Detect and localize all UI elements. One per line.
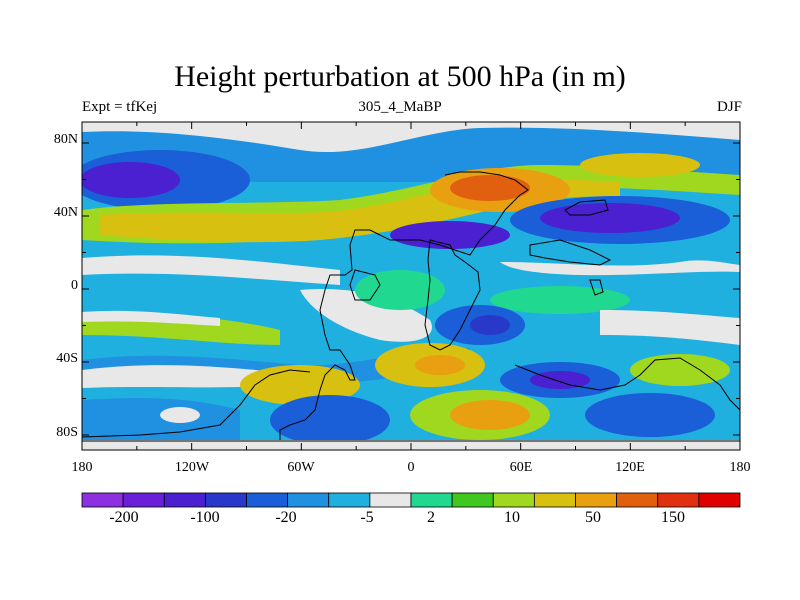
indian-ocean-positive — [490, 286, 630, 314]
colorbar-label: -20 — [275, 509, 297, 526]
australia-south-high — [630, 354, 730, 386]
colorbar-label: 50 — [585, 509, 601, 526]
tropical-neutral-west — [82, 255, 340, 285]
lon-label-0: 0 — [407, 460, 415, 475]
experiment-label: Expt = tfKej — [82, 99, 158, 115]
lon-label-180w: 180 — [71, 460, 93, 475]
colorbar-swatch — [410, 492, 453, 508]
lat-label-80s: 80S — [56, 425, 78, 440]
tropical-neutral-atlantic — [300, 289, 432, 342]
colorbar-swatch — [369, 492, 412, 508]
colorbar-swatch — [204, 492, 247, 508]
colorbar-label: 2 — [427, 509, 435, 526]
americas-outline — [279, 171, 529, 440]
colorbar-swatch — [533, 492, 576, 508]
antarctic-peninsula-outline — [82, 369, 311, 438]
mideast-low — [390, 221, 510, 249]
south-indian-low-core — [470, 315, 510, 335]
antarctic-west — [82, 398, 240, 450]
tropical-neutral-east — [500, 260, 740, 276]
case-label: 305_4_MaBP — [358, 99, 442, 115]
south-pacific-east-neutral — [600, 310, 740, 345]
colorbar-swatch — [246, 492, 289, 508]
ross-low — [585, 393, 715, 437]
lon-label-60e: 60E — [509, 460, 533, 475]
north-pacific-low-core — [82, 162, 180, 198]
colorbar-swatch — [492, 492, 535, 508]
east-europe-high-core — [450, 175, 530, 201]
colorbar-swatch — [163, 492, 206, 508]
antarctic-neutral-spot — [160, 407, 200, 423]
weddell-low — [270, 395, 390, 445]
south-pacific-positive — [82, 315, 280, 345]
south-africa-high-core — [415, 355, 465, 375]
contour-field — [82, 122, 740, 450]
colorbar-label: -100 — [190, 509, 220, 526]
colorbar-swatch — [287, 492, 330, 508]
lon-label-60w: 60W — [287, 460, 315, 475]
season-label: DJF — [716, 99, 742, 115]
colorbar-label: 150 — [661, 509, 685, 526]
south-indian-deep-low-core — [530, 371, 590, 389]
lon-label-120w: 120W — [174, 460, 210, 475]
lat-label-40n: 40N — [53, 205, 78, 220]
colorbar — [81, 492, 741, 508]
colorbar-label: -5 — [360, 509, 374, 526]
siberia-high — [580, 153, 700, 177]
south-pacific-neutral — [82, 310, 220, 326]
arctic-neutral-region — [82, 122, 740, 153]
chart-title: Height perturbation at 500 hPa (in m) — [174, 60, 626, 93]
colorbar-swatch — [657, 492, 700, 508]
colorbar-label: -200 — [109, 509, 139, 526]
east-antarctic-high-core — [450, 400, 530, 430]
colorbar-swatch — [122, 492, 165, 508]
lat-label-80n: 80N — [53, 132, 78, 147]
colorbar-swatch — [575, 492, 618, 508]
colorbar-swatch — [451, 492, 494, 508]
southern-neutral-streak — [82, 365, 280, 388]
lat-label-40s: 40S — [56, 351, 78, 366]
africa-positive — [355, 270, 445, 310]
colorbar-swatch — [81, 492, 124, 508]
lon-label-120e: 120E — [615, 460, 645, 475]
colorbar-swatch — [616, 492, 659, 508]
axis-ticks — [81, 122, 741, 450]
maritime-continent-outline — [589, 279, 604, 296]
australia-antarctic-outline — [514, 357, 740, 411]
colorbar-label: 10 — [504, 509, 520, 526]
lat-label-0: 0 — [71, 278, 78, 293]
africa-outline — [424, 239, 481, 351]
caribbean-outline — [349, 269, 381, 301]
colorbar-swatch — [328, 492, 371, 508]
east-asia-outline — [564, 199, 609, 216]
south-asia-outline — [529, 239, 612, 266]
colorbar-swatch — [698, 492, 741, 508]
lon-label-180e: 180 — [729, 460, 751, 475]
asia-low-core — [540, 203, 680, 233]
